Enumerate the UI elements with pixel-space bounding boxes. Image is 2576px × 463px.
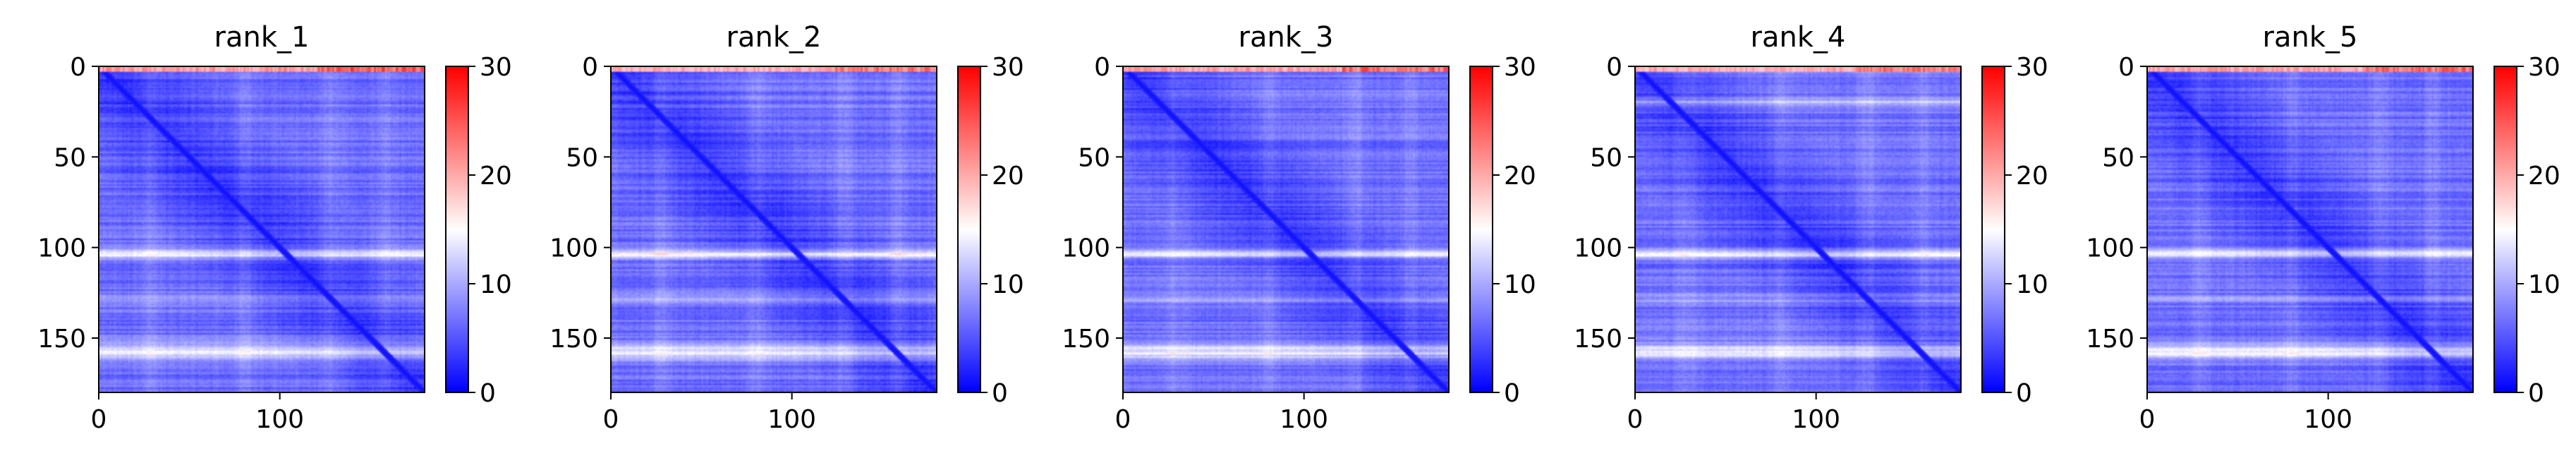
- colorbar-gradient: [958, 66, 980, 392]
- y-tick-label: 50: [1590, 143, 1622, 172]
- y-tick-label: 50: [566, 143, 598, 172]
- x-tick-label: 0: [603, 405, 619, 434]
- colorbar-tick-label: 30: [2016, 53, 2048, 82]
- colorbar-tick-label: 0: [2016, 379, 2032, 408]
- x-tick-label: 100: [767, 405, 816, 434]
- colorbar-tick-label: 10: [2016, 270, 2048, 299]
- chart-title: rank_3: [1239, 21, 1334, 54]
- chart-overlay: rank_3 0 50 100 150 0 100 0 10 20 30: [1062, 21, 1536, 434]
- axes-frame: [2146, 66, 2474, 393]
- y-tick-label: 100: [2086, 234, 2134, 263]
- colorbar-gradient: [1982, 66, 2005, 392]
- colorbar-gradient: [1470, 66, 1493, 392]
- colorbar-tick-label: 10: [480, 270, 512, 299]
- x-tick-label: 100: [255, 405, 304, 434]
- y-tick-label: 150: [1062, 325, 1110, 354]
- y-tick-label: 0: [582, 53, 598, 82]
- y-tick-label: 0: [2118, 53, 2134, 82]
- colorbar-frame: [445, 66, 469, 393]
- colorbar-tick-label: 20: [480, 162, 512, 191]
- heatmap-image: [1123, 66, 1449, 392]
- y-tick-label: 50: [1078, 143, 1110, 172]
- y-tick-label: 50: [2102, 143, 2134, 172]
- colorbar-tick-label: 0: [2528, 379, 2544, 408]
- heatmap-panel-2: rank_2 0 50 100 150 0 100 0 10 20 30: [512, 0, 1024, 463]
- y-tick-label: 100: [1574, 234, 1622, 263]
- colorbar-tick-label: 0: [480, 379, 496, 408]
- heatmap-image: [1635, 66, 1961, 392]
- x-tick-label: 0: [1115, 405, 1131, 434]
- x-tick-label: 100: [1792, 405, 1840, 434]
- colorbar-tick-label: 20: [2528, 162, 2560, 191]
- colorbar-tick-label: 20: [1504, 162, 1536, 191]
- colorbar-tick-label: 10: [992, 270, 1024, 299]
- colorbar-gradient: [446, 66, 468, 392]
- y-tick-label: 150: [37, 325, 86, 354]
- chart-overlay: rank_1 0 50 100 150 0 100 0 10 20 30: [37, 21, 512, 434]
- chart-overlay: rank_4 0 50 100 150 0 100 0 10 20 30: [1574, 21, 2048, 434]
- colorbar-frame: [2493, 66, 2517, 393]
- chart-title: rank_4: [1751, 21, 1846, 54]
- colorbar-frame: [1469, 66, 1493, 393]
- x-tick-label: 0: [2139, 405, 2156, 434]
- axes-frame: [1634, 66, 1962, 393]
- heatmap-panel-1: rank_1 0 50 100 150 0 100 0 10 20 30: [0, 0, 512, 463]
- colorbar-tick-label: 30: [2528, 53, 2560, 82]
- axes-frame: [98, 66, 425, 393]
- colorbar-tick-label: 30: [1504, 53, 1536, 82]
- colorbar-tick-label: 20: [2016, 162, 2048, 191]
- chart-title: rank_5: [2263, 21, 2358, 54]
- chart-title: rank_1: [214, 21, 310, 54]
- axes-frame: [1122, 66, 1450, 393]
- axes-frame: [610, 66, 937, 393]
- y-tick-label: 100: [37, 234, 86, 263]
- x-tick-label: 0: [91, 405, 107, 434]
- x-tick-label: 100: [1280, 405, 1328, 434]
- y-tick-label: 100: [1062, 234, 1110, 263]
- colorbar-tick-label: 0: [992, 379, 1008, 408]
- chart-title: rank_2: [727, 21, 822, 54]
- heatmap-panel-5: rank_5 0 50 100 150 0 100 0 10 20 30: [2048, 0, 2560, 463]
- colorbar-frame: [957, 66, 981, 393]
- heatmap-image: [99, 66, 425, 392]
- y-tick-label: 0: [1094, 53, 1110, 82]
- colorbar-frame: [1981, 66, 2005, 393]
- colorbar-tick-label: 30: [992, 53, 1024, 82]
- chart-overlay: rank_5 0 50 100 150 0 100 0 10 20 30: [2086, 21, 2560, 434]
- y-tick-label: 0: [70, 53, 86, 82]
- x-tick-label: 100: [2304, 405, 2352, 434]
- colorbar-tick-label: 0: [1504, 379, 1520, 408]
- heatmap-image: [2147, 66, 2473, 392]
- colorbar-tick-label: 10: [1504, 270, 1536, 299]
- y-tick-label: 0: [1606, 53, 1622, 82]
- heatmap-image: [611, 66, 937, 392]
- y-tick-label: 100: [549, 234, 598, 263]
- heatmap-panel-4: rank_4 0 50 100 150 0 100 0 10 20 30: [1536, 0, 2048, 463]
- y-tick-label: 150: [1574, 325, 1622, 354]
- y-tick-label: 150: [2086, 325, 2134, 354]
- y-tick-label: 50: [54, 143, 86, 172]
- colorbar-tick-label: 10: [2528, 270, 2560, 299]
- x-tick-label: 0: [1627, 405, 1644, 434]
- colorbar-gradient: [2494, 66, 2517, 392]
- colorbar-tick-label: 20: [992, 162, 1024, 191]
- y-tick-label: 150: [549, 325, 598, 354]
- chart-overlay: rank_2 0 50 100 150 0 100 0 10 20 30: [549, 21, 1024, 434]
- heatmap-panel-3: rank_3 0 50 100 150 0 100 0 10 20 30: [1024, 0, 1536, 463]
- colorbar-tick-label: 30: [480, 53, 512, 82]
